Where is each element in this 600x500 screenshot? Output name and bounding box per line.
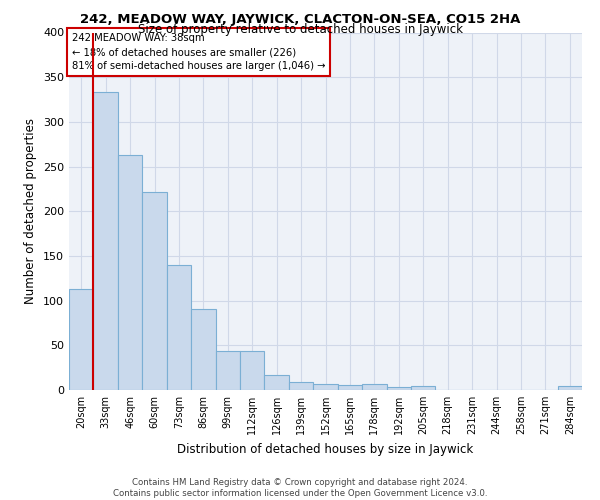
Y-axis label: Number of detached properties: Number of detached properties <box>25 118 37 304</box>
Bar <box>215 350 240 390</box>
Bar <box>240 350 265 390</box>
Bar <box>142 192 167 390</box>
Text: Contains HM Land Registry data © Crown copyright and database right 2024.
Contai: Contains HM Land Registry data © Crown c… <box>113 478 487 498</box>
Text: 242 MEADOW WAY: 38sqm
← 18% of detached houses are smaller (226)
81% of semi-det: 242 MEADOW WAY: 38sqm ← 18% of detached … <box>71 33 325 71</box>
Bar <box>338 384 362 390</box>
Bar <box>118 155 142 390</box>
Text: 242, MEADOW WAY, JAYWICK, CLACTON-ON-SEA, CO15 2HA: 242, MEADOW WAY, JAYWICK, CLACTON-ON-SEA… <box>80 12 520 26</box>
Bar <box>557 386 582 390</box>
Bar <box>289 382 313 390</box>
Text: Size of property relative to detached houses in Jaywick: Size of property relative to detached ho… <box>137 24 463 36</box>
Bar <box>313 384 338 390</box>
Bar <box>94 92 118 390</box>
X-axis label: Distribution of detached houses by size in Jaywick: Distribution of detached houses by size … <box>178 442 473 456</box>
Bar <box>69 289 94 390</box>
Bar <box>167 265 191 390</box>
Bar <box>386 388 411 390</box>
Bar <box>191 308 215 390</box>
Bar <box>265 375 289 390</box>
Bar <box>411 386 436 390</box>
Bar <box>362 384 386 390</box>
